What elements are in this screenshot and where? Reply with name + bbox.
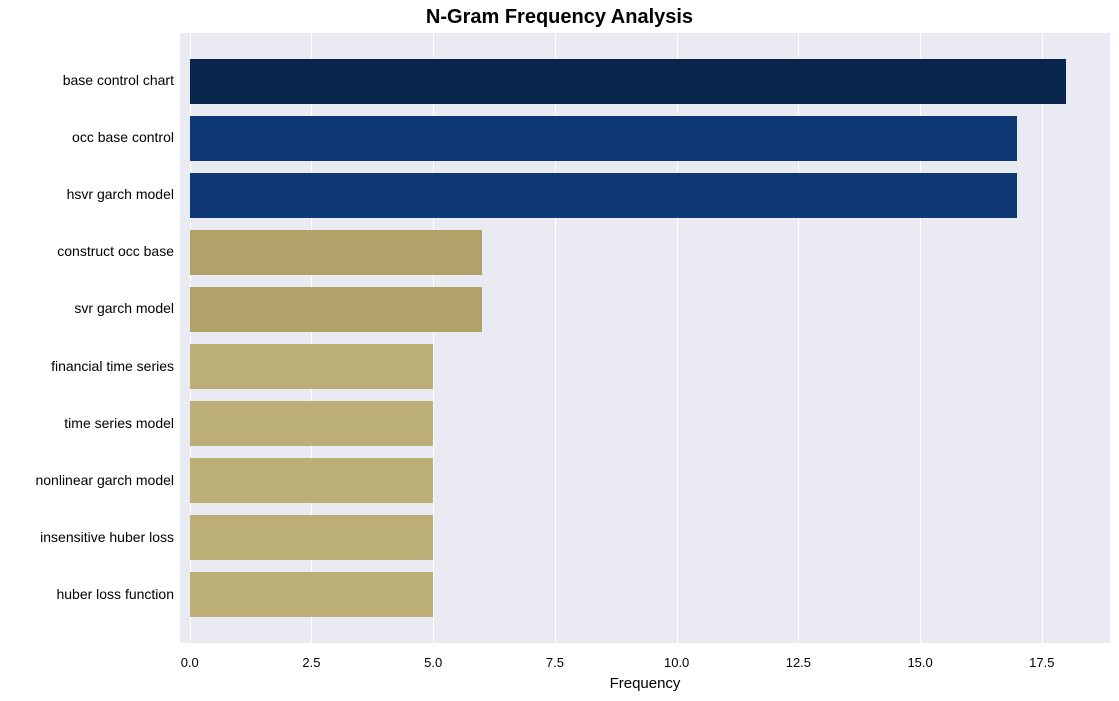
x-tick-label: 0.0 [181,655,199,670]
y-tick-label: occ base control [4,129,174,145]
chart-container: N-Gram Frequency Analysis base control c… [0,0,1119,701]
bar [190,287,482,332]
y-tick-label: huber loss function [4,586,174,602]
y-tick-label: svr garch model [4,300,174,316]
bar [190,572,433,617]
y-tick-label: nonlinear garch model [4,472,174,488]
bar [190,230,482,275]
bar [190,401,433,446]
x-tick-label: 17.5 [1029,655,1054,670]
y-tick-label: financial time series [4,358,174,374]
bar [190,515,433,560]
x-tick-label: 10.0 [664,655,689,670]
x-tick-label: 7.5 [546,655,564,670]
bar [190,59,1066,104]
grid-line [1042,33,1043,643]
bar [190,344,433,389]
chart-title: N-Gram Frequency Analysis [0,6,1119,29]
x-tick-label: 15.0 [907,655,932,670]
y-tick-label: hsvr garch model [4,186,174,202]
y-tick-label: insensitive huber loss [4,529,174,545]
bar [190,116,1018,161]
x-tick-label: 2.5 [302,655,320,670]
y-tick-label: time series model [4,415,174,431]
y-tick-label: base control chart [4,72,174,88]
y-tick-label: construct occ base [4,243,174,259]
bar [190,173,1018,218]
plot-area [180,33,1110,643]
x-axis-label: Frequency [180,675,1110,692]
x-tick-label: 12.5 [786,655,811,670]
bar [190,458,433,503]
x-tick-label: 5.0 [424,655,442,670]
